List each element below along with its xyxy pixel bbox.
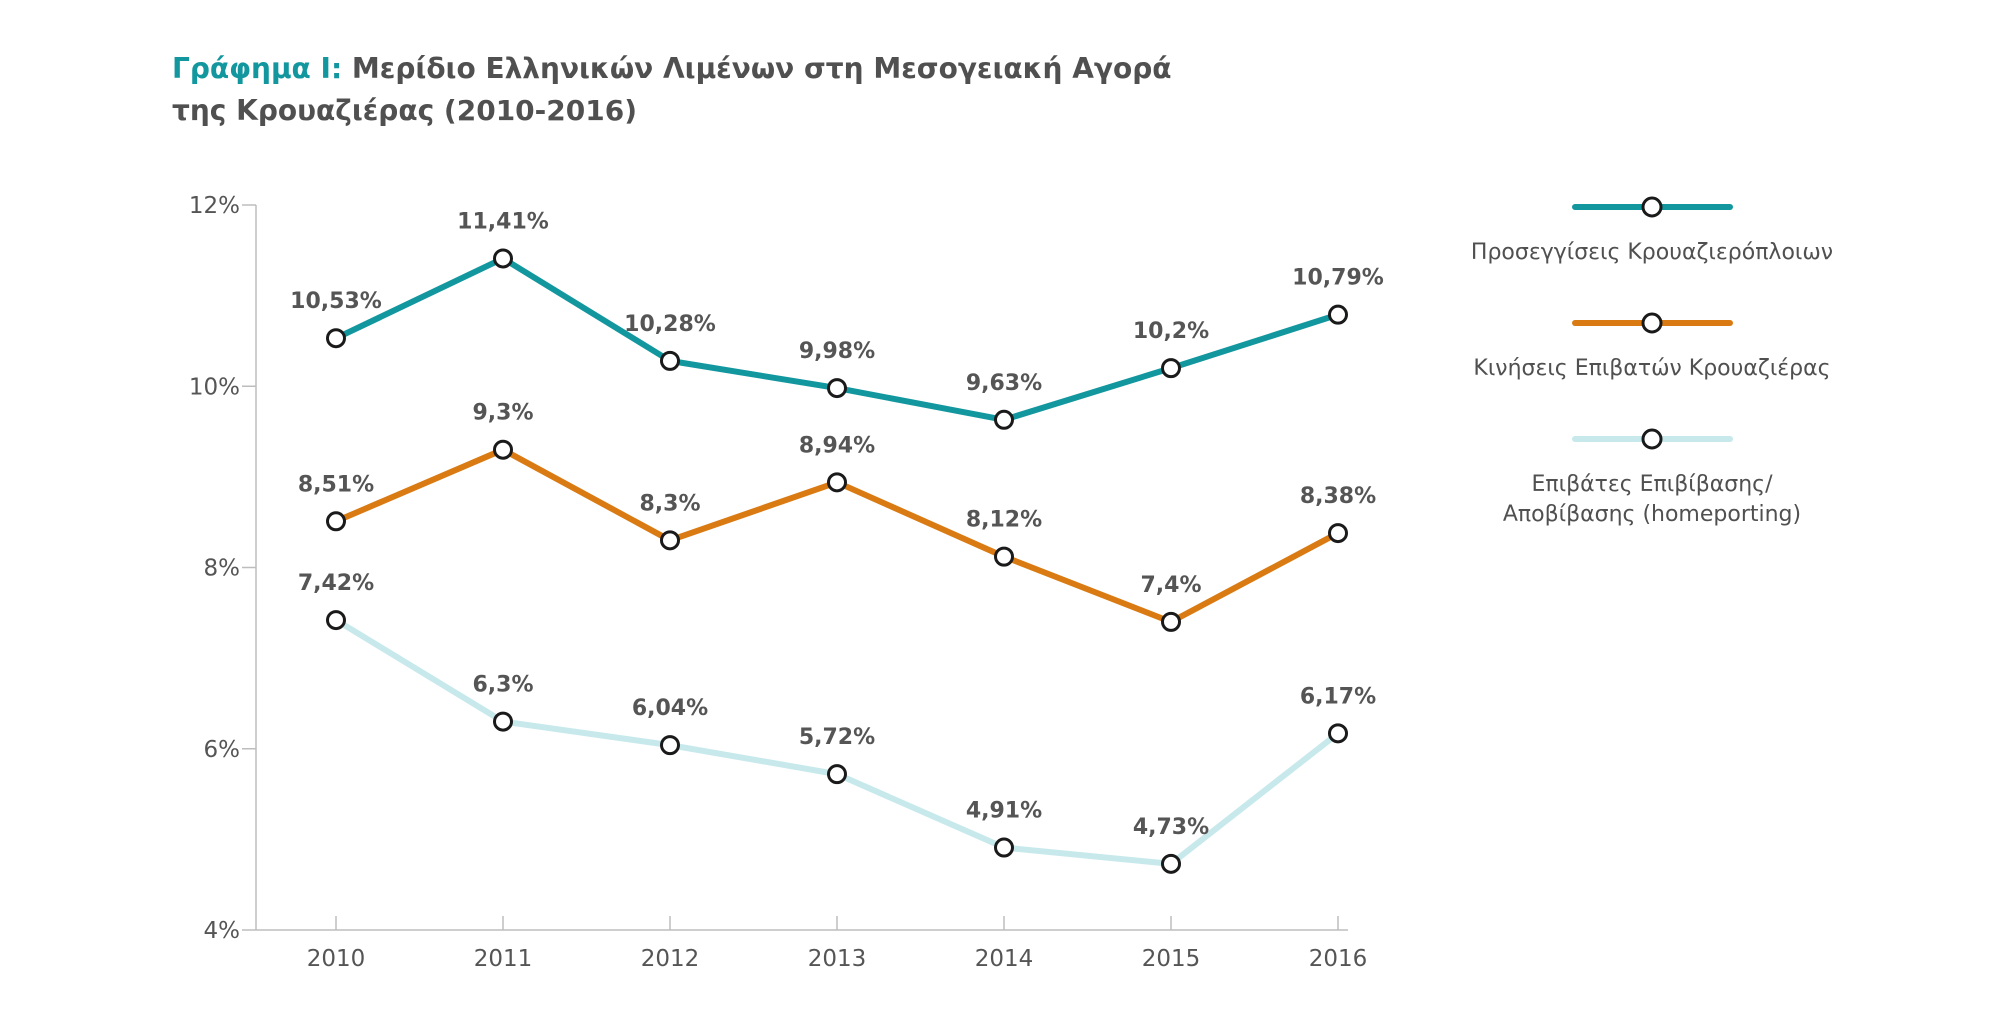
chart-title-prefix: Γράφημα Ι: — [172, 52, 343, 85]
legend-label: Αποβίβασης (homeporting) — [1503, 502, 1801, 527]
data-point — [994, 409, 1014, 430]
data-label: 11,41% — [457, 209, 549, 234]
data-label: 8,38% — [1300, 484, 1376, 509]
data-label: 9,3% — [472, 401, 533, 426]
data-point — [326, 328, 346, 349]
legend-marker — [1641, 428, 1663, 450]
data-point — [994, 546, 1014, 567]
x-tick-label: 2016 — [1309, 946, 1368, 972]
data-label: 7,42% — [298, 571, 374, 596]
data-label: 4,73% — [1133, 815, 1209, 840]
x-tick-label: 2015 — [1142, 946, 1201, 972]
x-tick-label: 2011 — [474, 946, 533, 972]
data-point — [1161, 611, 1181, 632]
x-tick-label: 2012 — [641, 946, 700, 972]
data-label: 10,2% — [1133, 319, 1209, 344]
data-point — [827, 472, 847, 493]
data-label: 8,51% — [298, 472, 374, 497]
legend-label: Προσεγγίσεις Κρουαζιερόπλοιων — [1471, 240, 1833, 265]
data-label: 6,17% — [1300, 684, 1376, 709]
data-point — [994, 837, 1014, 858]
data-point — [1161, 853, 1181, 874]
data-point — [493, 439, 513, 460]
legend-marker — [1641, 196, 1663, 218]
data-point — [493, 711, 513, 732]
data-point — [1328, 304, 1348, 325]
x-tick-label: 2013 — [808, 946, 867, 972]
data-label: 10,53% — [290, 289, 382, 314]
data-point — [660, 350, 680, 371]
data-point — [493, 248, 513, 269]
legend-label: Κινήσεις Επιβατών Κρουαζιέρας — [1473, 356, 1830, 381]
data-label: 5,72% — [799, 725, 875, 750]
y-tick-label: 12% — [189, 193, 240, 219]
data-point — [1328, 523, 1348, 544]
data-point — [827, 378, 847, 399]
data-label: 4,91% — [966, 799, 1042, 824]
data-point — [660, 530, 680, 551]
chart-title: Γράφημα Ι: Μερίδιο Ελληνικών Λιμένων στη… — [172, 48, 1171, 132]
data-point — [326, 511, 346, 532]
data-label: 8,3% — [639, 491, 700, 516]
y-tick-label: 8% — [204, 556, 241, 582]
chart-title-line1: Μερίδιο Ελληνικών Λιμένων στη Μεσογειακή… — [351, 52, 1172, 85]
y-tick-label: 10% — [189, 374, 240, 400]
data-label: 10,79% — [1292, 266, 1384, 291]
x-tick-label: 2010 — [307, 946, 366, 972]
data-label: 8,12% — [966, 508, 1042, 533]
data-label: 6,3% — [472, 673, 533, 698]
legend-label: Επιβάτες Επιβίβασης/ — [1531, 472, 1773, 497]
y-tick-label: 6% — [204, 737, 241, 763]
chart-title-line2: της Κρουαζιέρας (2010-2016) — [172, 94, 638, 127]
x-tick-label: 2014 — [975, 946, 1034, 972]
data-label: 9,63% — [966, 371, 1042, 396]
data-point — [827, 764, 847, 785]
data-label: 6,04% — [632, 696, 708, 721]
data-label: 8,94% — [799, 433, 875, 458]
y-tick-label: 4% — [204, 918, 241, 944]
data-label: 10,28% — [624, 312, 716, 337]
data-point — [1328, 723, 1348, 744]
legend-marker — [1641, 312, 1663, 334]
data-label: 7,4% — [1140, 573, 1201, 598]
data-point — [326, 610, 346, 631]
data-label: 9,98% — [799, 339, 875, 364]
data-point — [1161, 358, 1181, 379]
data-point — [660, 735, 680, 756]
